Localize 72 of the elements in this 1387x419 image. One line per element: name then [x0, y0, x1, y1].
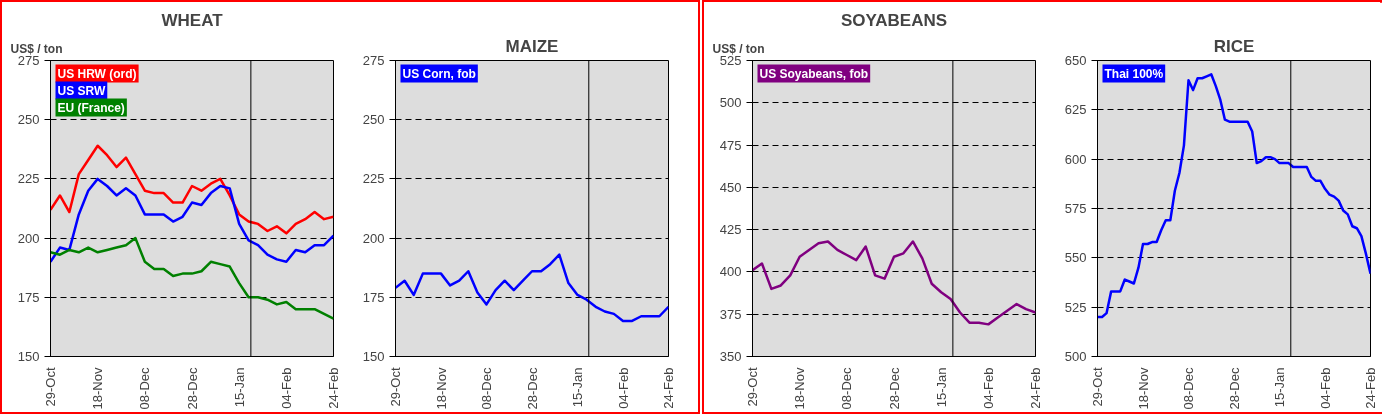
x-tick-label: 29-Oct	[1090, 367, 1105, 407]
x-tick-label: 08-Dec	[137, 367, 153, 410]
x-tick-label: 28-Dec	[184, 367, 200, 410]
y-tick-label: 525	[1064, 299, 1087, 315]
x-tick-label: 08-Dec	[1181, 367, 1196, 410]
y-axis-title: US$ / ton	[712, 41, 765, 56]
x-tick-label: 04-Feb	[615, 367, 631, 409]
y-tick-label: 525	[719, 53, 742, 68]
y-tick-label: 250	[362, 112, 385, 128]
x-tick-label: 18-Nov	[90, 367, 106, 410]
x-tick-label: 24-Feb	[1028, 367, 1043, 409]
y-tick-label: 475	[719, 137, 742, 153]
x-tick-label: 24-Feb	[661, 367, 676, 409]
x-tick-label: 29-Oct	[43, 367, 58, 407]
x-tick-label: 18-Nov	[792, 367, 808, 410]
chart-title: SOYABEANS	[840, 10, 948, 30]
chart-title: RICE	[1213, 36, 1255, 56]
text: US HRW (ord)	[57, 66, 137, 81]
y-tick-label: 575	[1064, 201, 1087, 216]
y-axis-title: US$ / ton	[10, 41, 63, 56]
chart-title: MAIZE	[505, 36, 559, 56]
x-tick-label: 28-Dec	[524, 367, 540, 410]
x-tick-label: 29-Oct	[745, 367, 760, 407]
y-tick-label: 425	[719, 222, 742, 238]
y-tick-label: 175	[362, 289, 385, 305]
text: Thai 100%	[1104, 66, 1164, 81]
y-tick-label: 500	[1064, 349, 1087, 364]
text: EU (France)	[57, 100, 125, 115]
x-tick-label: 18-Nov	[433, 367, 449, 410]
y-tick-label: 275	[362, 53, 385, 68]
y-tick-label: 500	[719, 95, 742, 111]
x-tick-label: 04-Feb	[278, 367, 294, 409]
x-tick-label: 04-Feb	[1317, 367, 1333, 409]
y-tick-label: 375	[719, 306, 742, 322]
y-tick-label: 225	[362, 171, 385, 187]
line-series	[50, 236, 334, 320]
x-tick-label: 18-Nov	[1135, 367, 1151, 410]
text: US Corn, fob	[402, 66, 476, 81]
y-tick-label: 625	[1064, 102, 1087, 118]
y-tick-label: 550	[1064, 250, 1087, 266]
y-tick-label: 450	[719, 179, 742, 195]
y-tick-label: 150	[362, 349, 385, 364]
line-series	[50, 144, 334, 235]
y-tick-label: 275	[17, 53, 40, 68]
x-tick-label: 15-Jan	[933, 367, 949, 408]
line-series	[752, 240, 1036, 326]
text: US Soyabeans, fob	[759, 66, 869, 81]
line-series	[395, 253, 669, 323]
x-tick-label: 15-Jan	[1272, 367, 1287, 408]
line-series	[50, 177, 334, 264]
text: US SRW	[57, 83, 106, 98]
x-tick-label: 28-Dec	[886, 367, 902, 410]
y-tick-label: 350	[719, 349, 742, 364]
x-tick-label: 08-Dec	[839, 367, 855, 410]
x-tick-label: 29-Oct	[388, 367, 403, 407]
x-tick-label: 04-Feb	[980, 367, 996, 409]
x-tick-label: 15-Jan	[231, 367, 247, 408]
y-tick-label: 200	[17, 230, 40, 246]
x-tick-label: 28-Dec	[1226, 367, 1242, 410]
y-tick-label: 650	[1064, 53, 1087, 68]
x-tick-label: 08-Dec	[479, 367, 494, 410]
y-tick-label: 175	[17, 289, 40, 305]
y-tick-label: 150	[17, 349, 40, 364]
chart-title: WHEAT	[161, 10, 224, 30]
y-tick-label: 600	[1064, 151, 1087, 167]
x-tick-label: 24-Feb	[326, 367, 341, 409]
x-tick-label: 24-Feb	[1363, 367, 1378, 409]
y-tick-label: 250	[17, 112, 40, 128]
y-tick-label: 400	[719, 264, 742, 280]
x-tick-label: 15-Jan	[570, 367, 585, 408]
y-tick-label: 200	[362, 230, 385, 246]
y-tick-label: 225	[17, 171, 40, 187]
